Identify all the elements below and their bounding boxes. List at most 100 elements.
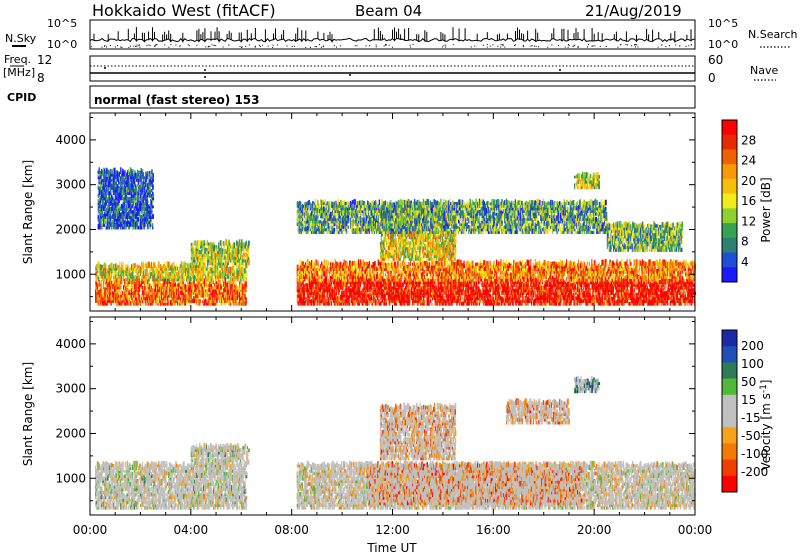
data-cell xyxy=(417,263,418,266)
data-cell xyxy=(111,287,112,290)
cpid-text: normal (fast stereo) 153 xyxy=(94,93,260,107)
data-cell xyxy=(111,273,112,279)
data-cell xyxy=(382,263,383,266)
data-cell xyxy=(420,281,421,284)
data-cell xyxy=(189,268,190,274)
data-cell xyxy=(220,256,221,262)
data-cell xyxy=(148,200,149,203)
data-cell xyxy=(188,264,189,269)
noise-search-dot xyxy=(500,47,501,48)
data-cell xyxy=(130,221,132,227)
noise-search-dot xyxy=(357,45,358,46)
noise-search-dot xyxy=(340,45,341,46)
data-cell xyxy=(227,285,228,290)
data-cell xyxy=(120,227,121,230)
data-cell xyxy=(301,262,302,268)
data-cell xyxy=(345,273,346,279)
data-cell xyxy=(168,272,169,276)
noise-search-dot xyxy=(389,45,390,46)
freq-tick-bottom: 8 xyxy=(37,71,45,85)
noise-search-dot xyxy=(245,46,246,47)
noise-search-dot xyxy=(594,45,595,46)
data-cell xyxy=(328,261,329,266)
data-cell xyxy=(121,267,122,273)
data-cell xyxy=(116,200,118,203)
data-cell xyxy=(152,173,154,179)
data-cell xyxy=(111,270,112,274)
data-cell xyxy=(327,271,328,277)
data-cell xyxy=(235,243,236,246)
data-cell xyxy=(142,286,143,290)
noise-search-dot xyxy=(128,47,129,48)
data-cell xyxy=(444,296,445,300)
data-cell xyxy=(144,264,145,268)
data-cell xyxy=(140,201,141,206)
noise-search-dot xyxy=(686,46,687,47)
data-cell xyxy=(150,195,151,198)
data-cell xyxy=(477,302,478,306)
data-cell xyxy=(470,262,472,266)
data-cell xyxy=(196,289,197,295)
data-cell xyxy=(302,287,303,290)
noise-search-dot xyxy=(568,44,569,45)
noise-search-dot xyxy=(137,45,138,46)
noise-right-tick-top: 10^5 xyxy=(708,17,738,30)
data-cell xyxy=(176,289,178,293)
data-cell xyxy=(310,267,311,271)
noise-search-dot xyxy=(606,46,607,47)
data-cell xyxy=(430,299,431,303)
noise-search-dot xyxy=(208,46,209,47)
data-cell xyxy=(216,246,217,249)
data-cell xyxy=(173,261,174,268)
noise-search-dot xyxy=(135,46,136,47)
data-cell xyxy=(233,242,235,248)
data-cell xyxy=(146,262,147,268)
data-cell xyxy=(352,300,353,303)
data-cell xyxy=(469,295,470,298)
data-cell xyxy=(361,277,362,281)
data-cell xyxy=(139,185,141,190)
data-cell xyxy=(223,263,225,266)
noise-search-dot xyxy=(315,46,316,47)
data-cell xyxy=(123,262,124,268)
data-cell xyxy=(225,297,226,300)
data-cell xyxy=(230,243,231,246)
noise-search-dot xyxy=(558,45,559,46)
noise-search-dot xyxy=(631,45,632,46)
noise-search-dot xyxy=(366,45,367,46)
data-cell xyxy=(245,288,247,292)
station-title: Hokkaido West (fitACF) xyxy=(92,1,276,20)
noise-search-dot xyxy=(106,46,107,47)
data-cell xyxy=(165,298,166,303)
data-cell xyxy=(141,192,142,195)
data-cell xyxy=(364,287,365,290)
data-cell xyxy=(367,300,368,305)
nave-tick-top: 60 xyxy=(708,53,723,67)
data-cell xyxy=(136,202,137,205)
noise-search-dot xyxy=(117,45,118,46)
data-cell xyxy=(240,242,241,246)
data-cell xyxy=(423,266,424,269)
data-cell xyxy=(204,262,206,265)
data-cell xyxy=(234,267,235,271)
noise-search-dot xyxy=(321,47,322,48)
noise-search-dot xyxy=(170,44,171,45)
data-cell xyxy=(303,284,305,287)
data-cell xyxy=(100,280,102,285)
data-cell xyxy=(205,275,206,278)
noise-search-dot xyxy=(294,46,295,47)
data-cell xyxy=(222,248,224,251)
noise-search-dot xyxy=(120,47,121,48)
data-cell xyxy=(152,185,154,190)
data-cell xyxy=(422,293,423,297)
data-cell xyxy=(232,250,233,254)
data-cell xyxy=(391,297,392,303)
freq-dot xyxy=(204,76,206,78)
data-cell xyxy=(144,198,145,201)
data-cell xyxy=(380,298,381,301)
data-cell xyxy=(144,292,145,295)
data-cell xyxy=(137,170,138,174)
data-cell xyxy=(358,277,360,281)
data-cell xyxy=(165,281,166,286)
data-cell xyxy=(121,168,122,174)
